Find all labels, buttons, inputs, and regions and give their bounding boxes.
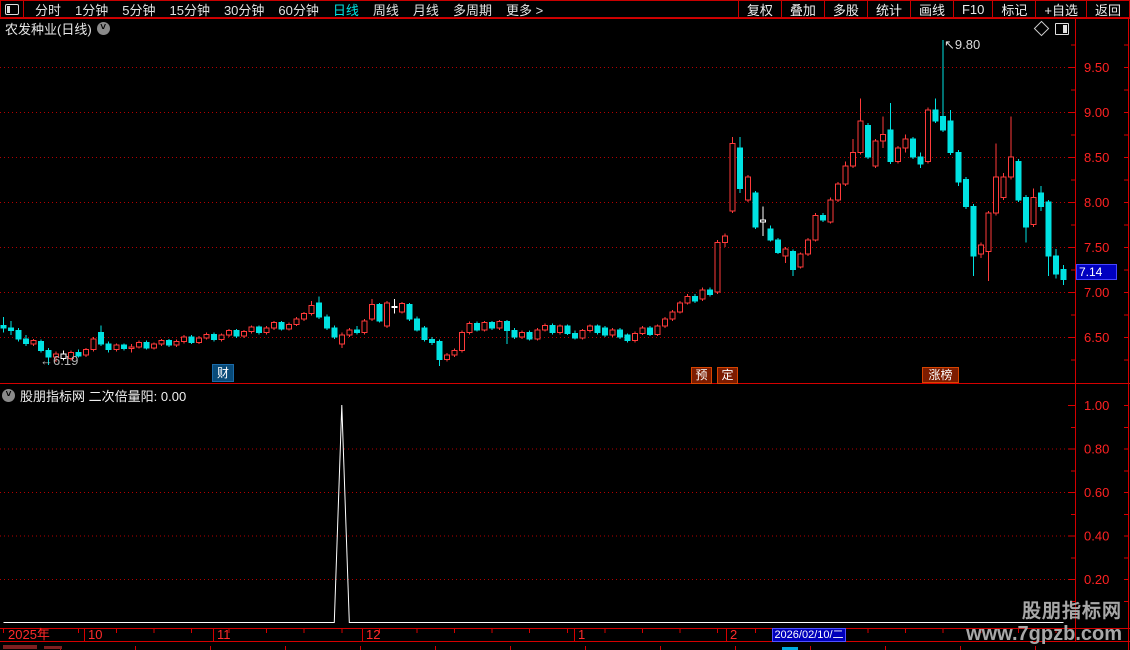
toolbar-right-buttons: 复权 叠加 多股 统计 画线 F10 标记 +自选 返回 [737,1,1130,18]
indicator-title[interactable]: 股朋指标网 二次倍量阳: 0.00 [20,389,187,404]
indicator-name: 二次倍量阳 [88,389,154,404]
indicator-header: ˅ 股朋指标网 二次倍量阳: 0.00 [2,386,186,405]
indicator-value: 0.00 [160,389,187,404]
diamond-icon[interactable] [1033,20,1050,37]
period-tab-30分钟[interactable]: 30分钟 [223,2,265,18]
period-tab-月线[interactable]: 月线 [412,2,439,18]
split-window-button[interactable] [0,1,24,17]
svg-text:1.00: 1.00 [1084,398,1109,413]
toolbar-button-+自选[interactable]: +自选 [1035,1,1086,18]
toolbar-button-叠加[interactable]: 叠加 [780,1,824,18]
toolbar-button-统计[interactable]: 统计 [866,1,910,18]
cutoff-blue-fragment [782,647,798,650]
toolbar-button-多股[interactable]: 多股 [823,1,867,18]
indicator-site: 股朋指标网 [20,389,86,404]
date-axis-label: 12 [366,627,381,642]
period-tab-日线[interactable]: 日线 [332,2,359,18]
period-tab-周线[interactable]: 周线 [372,2,399,18]
period-tab-多周期[interactable]: 多周期 [452,2,492,18]
title-bar: 农发种业(日线) ˅ [0,19,110,38]
event-tag[interactable]: 预 [691,367,712,384]
svg-text:9.50: 9.50 [1084,60,1109,75]
date-axis-label: 10 [88,627,103,642]
indicator-collapse-icon[interactable]: ˅ [2,389,15,402]
svg-text:0.40: 0.40 [1084,529,1109,544]
high-price-marker: ↖9.80 [944,37,981,52]
svg-text:0.60: 0.60 [1084,485,1109,500]
svg-text:0.80: 0.80 [1084,442,1109,457]
watermark-url: www.7gpzb.com [966,623,1122,645]
period-toolbar: 分时 1分钟 5分钟 15分钟 30分钟 60分钟 日线 周线 月线 多周期 更多 > 复权 叠加 多股… [0,0,1130,18]
svg-text:9.00: 9.00 [1084,105,1109,120]
layout-icon[interactable] [1055,23,1069,35]
svg-text:6.50: 6.50 [1084,330,1109,345]
low-price-marker: ←6.19 [40,353,79,368]
event-tag[interactable]: 定 [717,367,738,384]
event-tag[interactable]: 涨榜 [922,367,959,383]
stock-title[interactable]: 农发种业(日线) [5,22,92,37]
cutoff-text-fragment [3,645,37,649]
svg-text:7.00: 7.00 [1084,285,1109,300]
chevron-down-icon[interactable]: ˅ [96,22,110,35]
date-axis-label: 11 [217,627,231,642]
current-date-tag: 2026/02/10/二 [772,628,846,642]
toolbar-button-标记[interactable]: 标记 [992,1,1035,18]
date-axis-label: 2025年 [8,627,50,642]
svg-text:8.50: 8.50 [1084,150,1109,165]
last-price-tag: 7.14 [1076,264,1117,280]
period-tab-15分钟[interactable]: 15分钟 [169,2,210,18]
cutoff-text-fragment [44,646,62,649]
period-tab-更多 >[interactable]: 更多 > [505,2,544,18]
toolbar-button-复权[interactable]: 复权 [737,1,781,18]
svg-text:7.50: 7.50 [1084,240,1109,255]
toolbar-button-F10[interactable]: F10 [952,1,992,17]
watermark: 股朋指标网 www.7gpzb.com [966,596,1122,646]
period-tab-60分钟[interactable]: 60分钟 [278,2,319,18]
period-tab-1分钟[interactable]: 1分钟 [75,2,109,18]
toolbar-button-返回[interactable]: 返回 [1085,1,1130,18]
title-right-icons [1033,20,1074,37]
event-tag[interactable]: 财 [212,364,234,382]
svg-text:8.00: 8.00 [1084,195,1109,210]
period-tabs: 分时 1分钟 5分钟 15分钟 30分钟 60分钟 日线 周线 月线 多周期 更多 > [28,0,550,19]
svg-text:0.20: 0.20 [1084,572,1109,587]
period-tab-5分钟[interactable]: 5分钟 [122,2,156,18]
period-tab-分时[interactable]: 分时 [35,2,62,18]
split-window-icon [5,3,19,15]
date-axis-label: 2 [730,627,738,642]
toolbar-button-画线[interactable]: 画线 [909,1,953,18]
date-axis-label: 1 [578,627,586,642]
watermark-site-name: 股朋指标网 [1021,601,1122,622]
